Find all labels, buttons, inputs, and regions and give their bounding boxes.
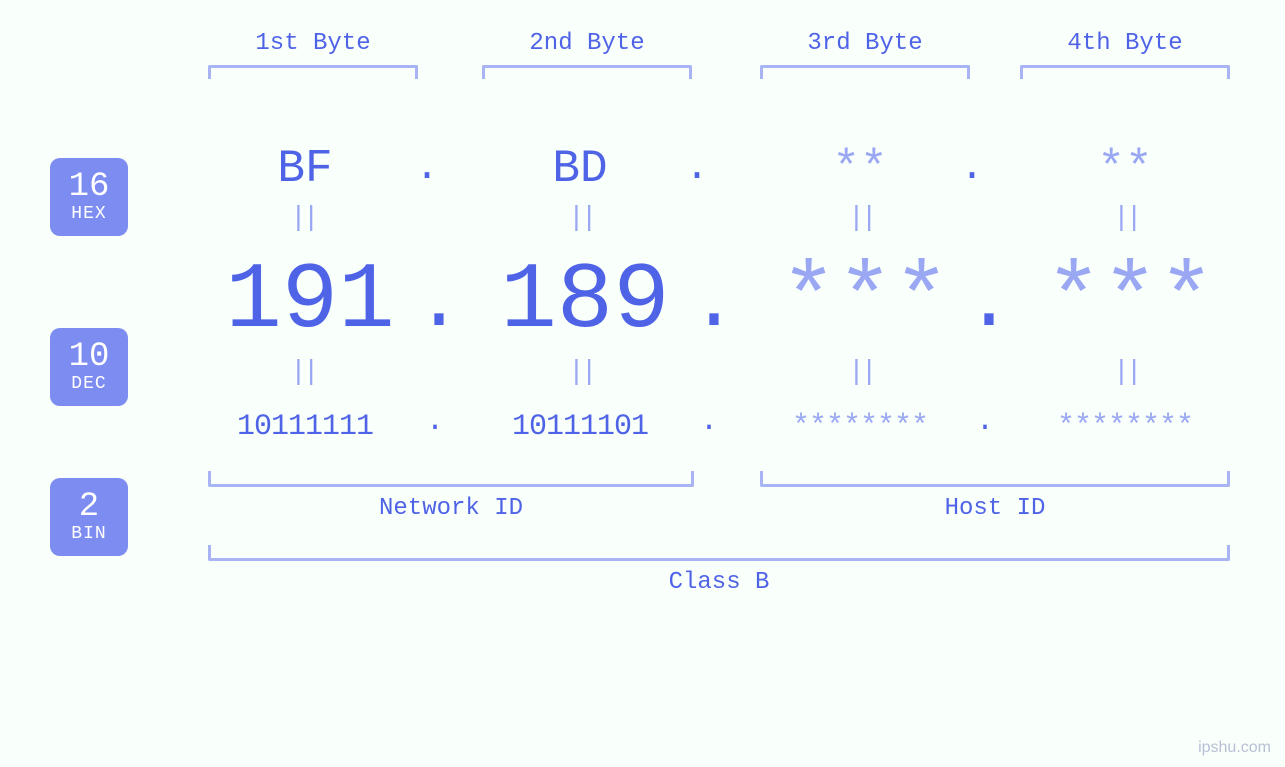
equals-icon: || — [290, 357, 316, 388]
hex-byte-2: BD — [520, 143, 640, 195]
hex-byte-4: ** — [1065, 143, 1185, 195]
byte-label-1: 1st Byte — [208, 30, 418, 57]
byte-label-2: 2nd Byte — [482, 30, 692, 57]
badge-dec-txt: DEC — [71, 375, 106, 394]
badge-dec: 10 DEC — [50, 328, 128, 406]
byte-header-1: 1st Byte — [208, 30, 418, 79]
dec-byte-1: 191 — [180, 255, 440, 349]
label-network: Network ID — [208, 495, 694, 522]
bracket-top-3 — [760, 65, 970, 79]
dec-byte-2: 189 — [455, 255, 715, 349]
hex-row: BF . BD . ** . ** — [190, 135, 1240, 203]
hex-dot-1: . — [415, 149, 439, 189]
bracket-host — [760, 471, 1230, 487]
bracket-class — [208, 545, 1230, 561]
label-class: Class B — [208, 569, 1230, 596]
equals-icon: || — [1113, 357, 1139, 388]
dec-byte-3: *** — [735, 255, 995, 349]
dec-row: 191 . 189 . *** . *** — [190, 247, 1240, 357]
bin-byte-4: ******** — [1005, 410, 1245, 444]
eq-row-1: || || || || — [190, 203, 1240, 247]
bracket-network — [208, 471, 694, 487]
dec-byte-4: *** — [1000, 255, 1260, 349]
hex-dot-3: . — [960, 149, 984, 189]
bin-byte-2: 10111101 — [460, 410, 700, 444]
equals-icon: || — [290, 203, 316, 234]
bracket-top-1 — [208, 65, 418, 79]
equals-icon: || — [568, 203, 594, 234]
bin-dot-2: . — [700, 407, 718, 437]
bin-dot-1: . — [426, 407, 444, 437]
bin-byte-1: 10111111 — [185, 410, 425, 444]
badge-dec-num: 10 — [69, 340, 110, 376]
byte-label-4: 4th Byte — [1020, 30, 1230, 57]
badge-bin-txt: BIN — [71, 525, 106, 544]
hex-dot-2: . — [685, 149, 709, 189]
badge-hex-txt: HEX — [71, 205, 106, 224]
equals-icon: || — [1113, 203, 1139, 234]
badge-bin-num: 2 — [79, 490, 99, 526]
byte-header-2: 2nd Byte — [482, 30, 692, 79]
bracket-top-4 — [1020, 65, 1230, 79]
byte-headers: 1st Byte 2nd Byte 3rd Byte 4th Byte — [190, 30, 1240, 105]
badge-hex: 16 HEX — [50, 158, 128, 236]
equals-icon: || — [848, 203, 874, 234]
bin-dot-3: . — [976, 407, 994, 437]
bin-row: 10111111 . 10111101 . ******** . *******… — [190, 401, 1240, 453]
bracket-top-2 — [482, 65, 692, 79]
hex-byte-3: ** — [800, 143, 920, 195]
bin-byte-3: ******** — [740, 410, 980, 444]
equals-icon: || — [848, 357, 874, 388]
byte-label-3: 3rd Byte — [760, 30, 970, 57]
eq-row-2: || || || || — [190, 357, 1240, 401]
byte-header-4: 4th Byte — [1020, 30, 1230, 79]
bottom-group-row: Network ID Host ID — [190, 471, 1240, 541]
watermark: ipshu.com — [1198, 739, 1271, 757]
equals-icon: || — [568, 357, 594, 388]
hex-byte-1: BF — [245, 143, 365, 195]
badge-hex-num: 16 — [69, 170, 110, 206]
class-row: Class B — [190, 545, 1240, 615]
badge-bin: 2 BIN — [50, 478, 128, 556]
dec-dot-2: . — [690, 265, 738, 345]
byte-header-3: 3rd Byte — [760, 30, 970, 79]
label-host: Host ID — [760, 495, 1230, 522]
